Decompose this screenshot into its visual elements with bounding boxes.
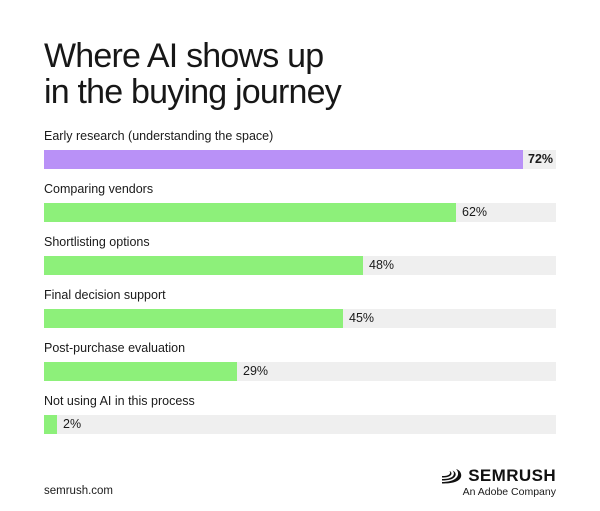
- bar-track: 48%: [44, 256, 556, 275]
- bar: [44, 415, 57, 434]
- bar-row: Comparing vendors 62%: [44, 177, 556, 230]
- bar-track: 29%: [44, 362, 556, 381]
- category-label: Post-purchase evaluation: [44, 341, 186, 355]
- bar: [44, 203, 456, 222]
- brand-logo: SEMRUSH: [441, 466, 556, 486]
- bar-track: 62%: [44, 203, 556, 222]
- bar: [44, 256, 363, 275]
- chart-title-line-1: Where AI shows up: [44, 37, 324, 75]
- data-label: 72%: [528, 152, 554, 166]
- brand-logo-block: SEMRUSH An Adobe Company: [416, 466, 556, 500]
- data-label: 29%: [243, 364, 269, 378]
- category-label: Comparing vendors: [44, 182, 154, 196]
- category-label: Shortlisting options: [44, 235, 150, 249]
- footer-site-link[interactable]: semrush.com: [44, 485, 114, 497]
- chart-title-line-2: in the buying journey: [44, 73, 342, 111]
- data-label: 2%: [63, 417, 82, 431]
- bar-track: 72%: [44, 150, 556, 169]
- category-label: Early research (understanding the space): [44, 129, 274, 143]
- bar-row: Final decision support 45%: [44, 283, 556, 336]
- brand-name: SEMRUSH: [468, 466, 556, 485]
- semrush-flame-icon: [442, 469, 462, 484]
- bar-track: 45%: [44, 309, 556, 328]
- bar-chart: Early research (understanding the space)…: [44, 124, 556, 444]
- bar: [44, 150, 523, 169]
- bar-row: Not using AI in this process 2%: [44, 389, 556, 442]
- category-label: Final decision support: [44, 288, 166, 302]
- category-label: Not using AI in this process: [44, 394, 195, 408]
- bar-track: 2%: [44, 415, 556, 434]
- bar-row: Post-purchase evaluation 29%: [44, 336, 556, 389]
- data-label: 48%: [369, 258, 395, 272]
- bar: [44, 309, 343, 328]
- bar-row: Shortlisting options 48%: [44, 230, 556, 283]
- bar: [44, 362, 237, 381]
- chart-title: Where AI shows up in the buying journey: [44, 38, 564, 110]
- brand-subtitle: An Adobe Company: [462, 486, 556, 498]
- bar-row: Early research (understanding the space)…: [44, 124, 556, 177]
- data-label: 62%: [462, 205, 488, 219]
- data-label: 45%: [349, 311, 375, 325]
